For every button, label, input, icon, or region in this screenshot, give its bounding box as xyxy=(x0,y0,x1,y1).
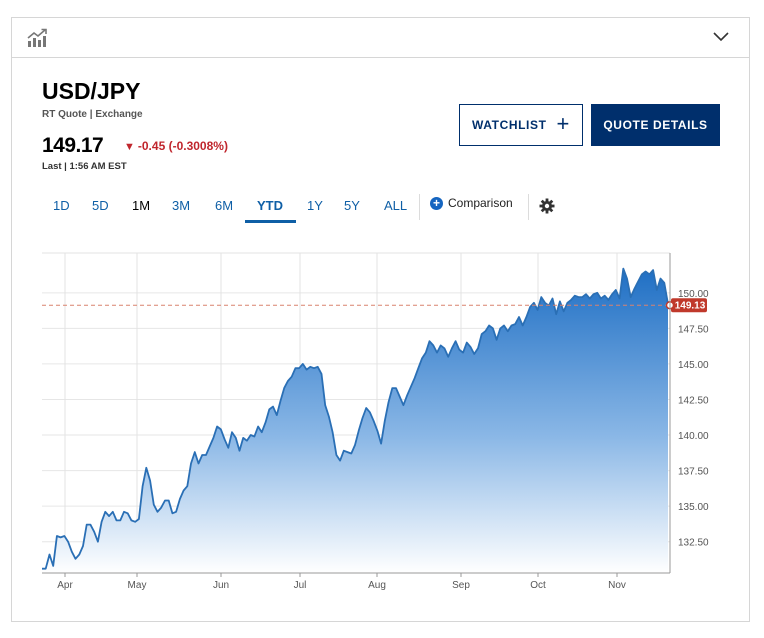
x-tick-label: Aug xyxy=(368,580,386,591)
quote-widget: USD/JPY RT Quote | Exchange 149.17 ▼ -0.4… xyxy=(11,17,750,622)
chevron-down-icon[interactable] xyxy=(711,29,731,45)
range-ytd[interactable]: YTD xyxy=(257,198,283,213)
y-tick-label: 145.00 xyxy=(678,360,709,371)
watchlist-button[interactable]: WATCHLIST + xyxy=(459,104,583,146)
range-1d[interactable]: 1D xyxy=(53,198,70,213)
watchlist-label: WATCHLIST xyxy=(472,118,547,132)
chart-area-layer xyxy=(42,267,669,573)
range-5y[interactable]: 5Y xyxy=(344,198,360,213)
quote-details-button[interactable]: QUOTE DETAILS xyxy=(591,104,720,146)
reference-badge xyxy=(671,298,707,313)
symbol-title: USD/JPY xyxy=(42,78,141,104)
x-tick-label: Jul xyxy=(294,580,307,591)
y-tick-label: 137.50 xyxy=(678,467,709,478)
price-change: ▼ -0.45 (-0.3008%) xyxy=(124,139,228,153)
quote-details-label: QUOTE DETAILS xyxy=(603,118,708,132)
x-tick-label: Jun xyxy=(213,580,229,591)
price-chart: 149.13 132.50 135.00 137.50 140.00 142.50 145… xyxy=(42,252,709,591)
y-tick-label: 140.00 xyxy=(678,431,709,442)
range-5d[interactable]: 5D xyxy=(92,198,109,213)
price-change-value: -0.45 (-0.3008%) xyxy=(137,139,228,153)
active-range-indicator xyxy=(245,220,296,223)
comparison-label: Comparison xyxy=(448,196,513,210)
chart-icon xyxy=(27,28,47,47)
y-tick-label: 150.00 xyxy=(678,289,709,300)
triangle-down-icon: ▼ xyxy=(124,141,135,153)
divider xyxy=(528,194,529,220)
widget-header xyxy=(12,18,749,58)
range-selector: 1D 5D 1M 3M 6M YTD 1Y 5Y ALL + Compariso… xyxy=(12,190,749,224)
chart-axes: 132.50 135.00 137.50 140.00 142.50 145.00 147.… xyxy=(42,253,709,591)
quote-source: RT Quote | Exchange xyxy=(42,109,143,120)
x-tick-label: Sep xyxy=(452,580,470,591)
reference-label: 149.13 xyxy=(675,301,706,312)
range-3m[interactable]: 3M xyxy=(172,198,191,213)
plus-circle-icon: + xyxy=(430,196,443,210)
range-all[interactable]: ALL xyxy=(384,198,408,213)
last-price: 149.17 xyxy=(42,134,104,157)
y-tick-label: 135.00 xyxy=(678,502,709,513)
divider xyxy=(419,194,420,220)
range-1m[interactable]: 1M xyxy=(132,198,151,213)
comparison-button[interactable]: + Comparison xyxy=(430,196,513,210)
gear-icon[interactable] xyxy=(539,198,555,214)
range-6m[interactable]: 6M xyxy=(215,198,234,213)
x-tick-label: Oct xyxy=(530,580,546,591)
y-tick-label: 132.50 xyxy=(678,538,709,549)
range-1y[interactable]: 1Y xyxy=(307,198,323,213)
price-line xyxy=(42,267,669,570)
y-tick-label: 142.50 xyxy=(678,395,709,406)
x-tick-label: May xyxy=(128,580,147,591)
x-tick-label: Nov xyxy=(608,580,626,591)
price-area xyxy=(42,268,668,573)
plus-icon: + xyxy=(556,111,570,136)
x-tick-label: Apr xyxy=(57,580,73,591)
y-tick-label: 147.50 xyxy=(678,324,709,335)
quote-timestamp: Last | 1:56 AM EST xyxy=(42,161,127,172)
